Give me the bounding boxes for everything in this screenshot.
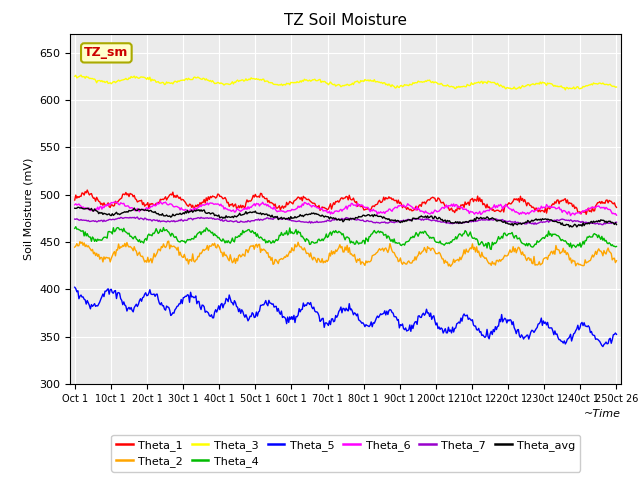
Theta_5 bbox=[502, 316, 509, 322]
Theta_2 bbox=[165, 238, 173, 244]
Theta_4 bbox=[612, 243, 620, 249]
Theta_7 bbox=[503, 218, 511, 224]
Theta_4 bbox=[219, 236, 227, 242]
Theta_2 bbox=[447, 264, 454, 269]
Legend: Theta_1, Theta_2, Theta_3, Theta_4, Theta_5, Theta_6, Theta_7, Theta_avg: Theta_1, Theta_2, Theta_3, Theta_4, Thet… bbox=[111, 435, 580, 471]
Theta_7 bbox=[86, 218, 93, 224]
Theta_avg bbox=[137, 207, 145, 213]
Theta_7 bbox=[71, 216, 79, 222]
Theta_avg bbox=[496, 218, 504, 224]
Theta_5 bbox=[612, 332, 620, 337]
Line: Theta_1: Theta_1 bbox=[75, 190, 616, 215]
Theta_3 bbox=[551, 83, 559, 88]
Title: TZ Soil Moisture: TZ Soil Moisture bbox=[284, 13, 407, 28]
Theta_6 bbox=[136, 209, 143, 215]
X-axis label: ~Time: ~Time bbox=[584, 409, 621, 419]
Theta_6 bbox=[219, 203, 227, 209]
Theta_7 bbox=[134, 214, 141, 220]
Theta_7 bbox=[496, 217, 504, 223]
Theta_1 bbox=[551, 199, 559, 204]
Theta_2 bbox=[504, 252, 512, 258]
Theta_4 bbox=[488, 247, 495, 252]
Theta_2 bbox=[552, 243, 560, 249]
Theta_avg bbox=[86, 207, 94, 213]
Theta_4 bbox=[86, 234, 94, 240]
Theta_6 bbox=[86, 205, 93, 211]
Theta_4 bbox=[72, 224, 79, 229]
Theta_1 bbox=[86, 191, 94, 197]
Theta_avg bbox=[71, 205, 79, 211]
Theta_3 bbox=[71, 73, 79, 79]
Line: Theta_5: Theta_5 bbox=[75, 287, 616, 347]
Theta_3 bbox=[503, 85, 511, 91]
Line: Theta_6: Theta_6 bbox=[75, 202, 616, 216]
Text: TZ_sm: TZ_sm bbox=[84, 47, 129, 60]
Line: Theta_avg: Theta_avg bbox=[75, 207, 616, 227]
Theta_avg bbox=[74, 204, 82, 210]
Theta_5 bbox=[136, 298, 143, 304]
Line: Theta_2: Theta_2 bbox=[75, 241, 616, 266]
Theta_7 bbox=[612, 219, 620, 225]
Theta_3 bbox=[219, 81, 227, 87]
Theta_2 bbox=[497, 258, 504, 264]
Theta_1 bbox=[582, 212, 590, 217]
Theta_6 bbox=[612, 212, 620, 218]
Theta_7 bbox=[137, 215, 145, 221]
Theta_1 bbox=[503, 203, 511, 209]
Theta_1 bbox=[219, 196, 227, 202]
Theta_2 bbox=[86, 245, 93, 251]
Theta_1 bbox=[83, 187, 91, 193]
Theta_avg bbox=[551, 218, 559, 224]
Theta_1 bbox=[496, 208, 504, 214]
Theta_7 bbox=[599, 222, 607, 228]
Theta_3 bbox=[561, 87, 569, 93]
Theta_avg bbox=[573, 224, 580, 230]
Theta_4 bbox=[71, 226, 79, 231]
Line: Theta_4: Theta_4 bbox=[75, 227, 616, 250]
Theta_4 bbox=[552, 232, 560, 238]
Theta_6 bbox=[157, 199, 164, 204]
Theta_4 bbox=[137, 240, 145, 245]
Theta_7 bbox=[551, 217, 559, 223]
Theta_2 bbox=[612, 258, 620, 264]
Theta_5 bbox=[599, 344, 607, 349]
Theta_7 bbox=[219, 218, 227, 224]
Theta_5 bbox=[218, 300, 226, 306]
Theta_6 bbox=[503, 203, 511, 209]
Theta_1 bbox=[137, 198, 145, 204]
Theta_1 bbox=[71, 197, 79, 203]
Theta_6 bbox=[71, 202, 79, 208]
Theta_5 bbox=[495, 323, 502, 329]
Line: Theta_7: Theta_7 bbox=[75, 217, 616, 225]
Theta_6 bbox=[566, 213, 574, 218]
Theta_3 bbox=[496, 84, 504, 89]
Theta_3 bbox=[612, 84, 620, 90]
Theta_3 bbox=[137, 74, 145, 80]
Theta_2 bbox=[219, 254, 227, 260]
Theta_avg bbox=[612, 222, 620, 228]
Theta_5 bbox=[86, 302, 93, 308]
Theta_3 bbox=[86, 75, 94, 81]
Theta_2 bbox=[136, 249, 143, 255]
Theta_avg bbox=[503, 220, 511, 226]
Theta_3 bbox=[77, 72, 85, 78]
Theta_6 bbox=[551, 204, 559, 210]
Theta_avg bbox=[219, 216, 227, 221]
Theta_1 bbox=[612, 204, 620, 210]
Y-axis label: Soil Moisture (mV): Soil Moisture (mV) bbox=[24, 157, 34, 260]
Line: Theta_3: Theta_3 bbox=[75, 75, 616, 90]
Theta_6 bbox=[496, 203, 504, 209]
Theta_5 bbox=[550, 332, 557, 337]
Theta_2 bbox=[71, 244, 79, 250]
Theta_4 bbox=[504, 231, 512, 237]
Theta_5 bbox=[71, 284, 79, 290]
Theta_4 bbox=[497, 236, 504, 241]
